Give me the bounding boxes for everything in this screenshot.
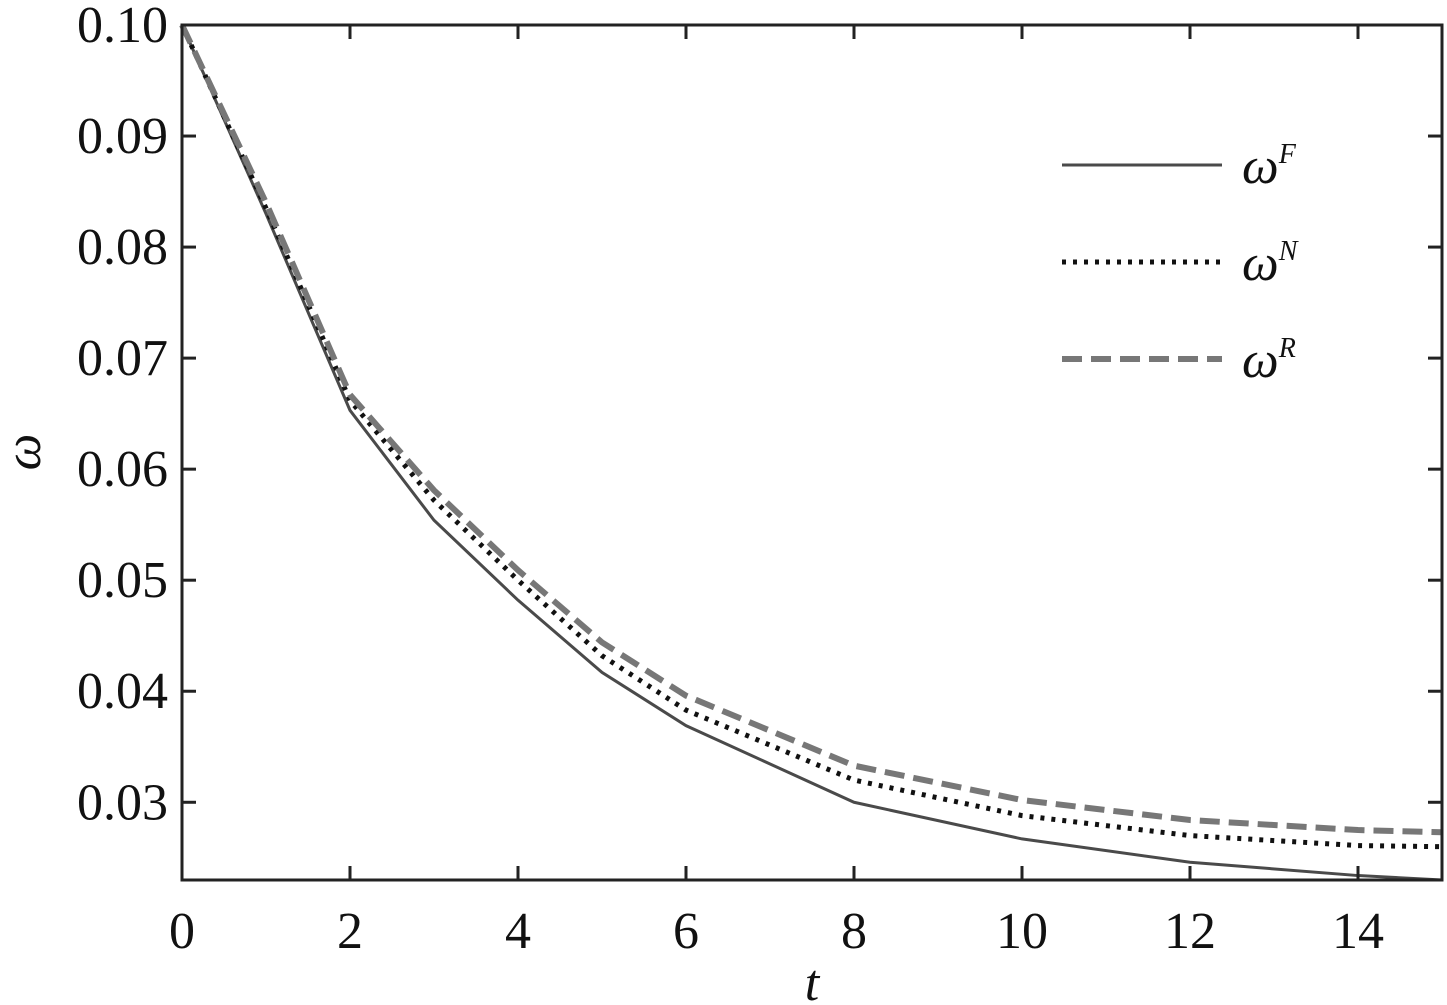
y-tick-label: 0.10 — [77, 0, 168, 54]
series-line — [179, 23, 1443, 836]
series-line — [180, 24, 1443, 882]
legend-label: ωF — [1242, 138, 1297, 195]
x-tick-label: 6 — [673, 903, 699, 960]
y-tick-label: 0.08 — [77, 219, 168, 276]
x-tick-label: 8 — [841, 903, 867, 960]
series-line — [179, 23, 1443, 850]
legend-label: ωN — [1242, 235, 1299, 292]
x-tick-label: 4 — [505, 903, 531, 960]
legend-label: ωR — [1242, 332, 1296, 389]
x-axis-label: t — [805, 955, 821, 1005]
x-tick-label: 2 — [337, 903, 363, 960]
y-tick-label: 0.03 — [77, 774, 168, 831]
x-tick-label: 14 — [1332, 903, 1384, 960]
x-tick-label: 10 — [996, 903, 1048, 960]
x-tick-label: 0 — [169, 903, 195, 960]
y-tick-label: 0.05 — [77, 552, 168, 609]
y-tick-label: 0.04 — [77, 663, 168, 720]
y-tick-label: 0.09 — [77, 108, 168, 165]
y-tick-label: 0.06 — [77, 441, 168, 498]
y-tick-label: 0.07 — [77, 330, 168, 387]
plot-frame — [180, 23, 1444, 882]
x-tick-label: 12 — [1164, 903, 1216, 960]
y-axis-label: ω — [0, 434, 52, 471]
